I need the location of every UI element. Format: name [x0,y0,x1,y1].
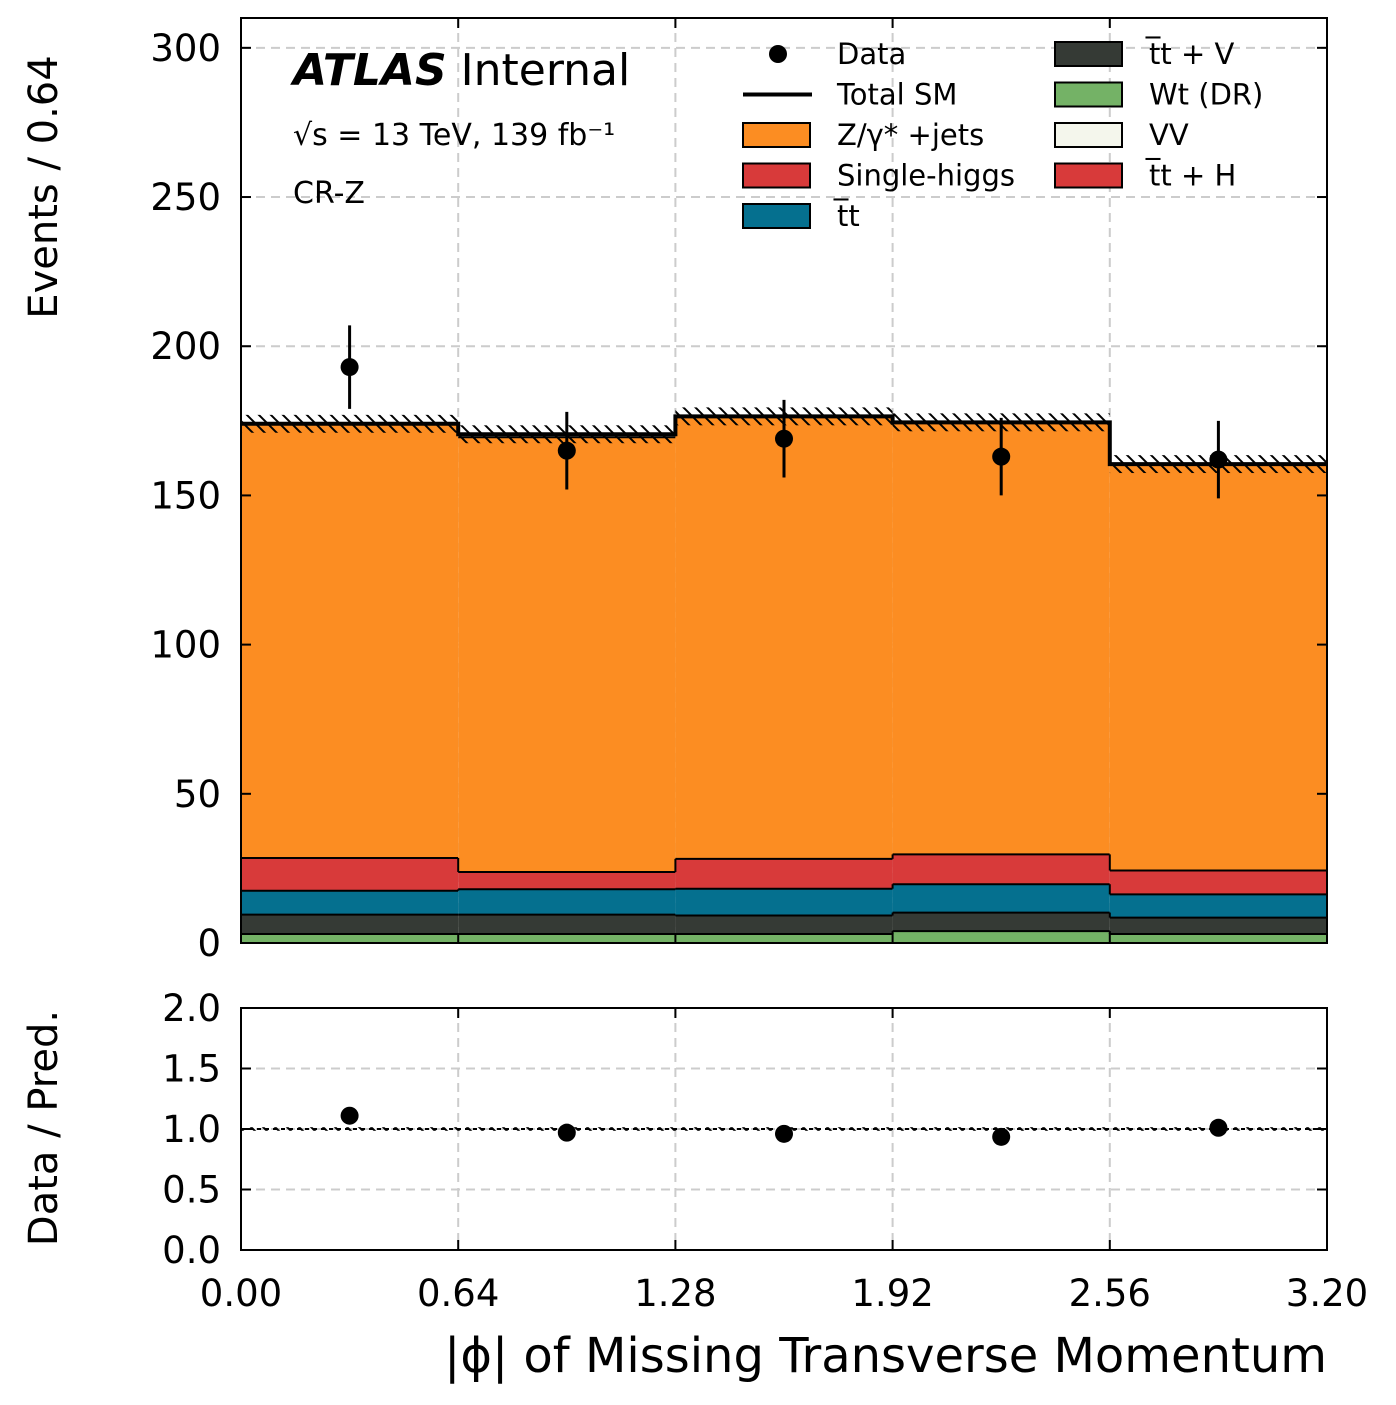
legend-label: t̅t + H [1145,158,1236,192]
x-tick-label: 0.64 [417,1272,499,1315]
y-tick-label: 250 [150,176,221,219]
legend-swatch [1054,162,1123,189]
wt-bar [241,934,459,943]
ttv-bar [241,914,459,935]
atlas-label: ATLAS Internal [290,45,630,96]
wt-bar [458,934,676,943]
y-tick-label: 200 [150,325,221,368]
x-tick-label: 0.00 [200,1272,282,1315]
ttv-bar [675,915,893,935]
y-tick-label: 100 [150,624,221,667]
ttv-bar [892,912,1110,932]
y-tick-label: 0.0 [162,1229,221,1272]
single-higgs-bar [458,871,676,890]
legend-label: Wt (DR) [1149,78,1263,112]
ratio-y-tick-labels: 0.0 0.5 1.0 1.5 2.0 [162,987,221,1272]
data-point [775,429,793,448]
legend-swatch [1054,41,1123,67]
region-label: CR-Z [293,176,365,211]
ratio-point [340,1106,359,1125]
legend-swatch [742,203,811,229]
atlas-brand: ATLAS [290,45,447,96]
y-tick-label: 50 [174,773,221,816]
zjets-bar [241,423,459,858]
atlas-status: Internal [461,45,631,96]
zjets-bar [1109,464,1327,871]
data-point [992,447,1011,466]
y-tick-label: 150 [150,474,221,517]
main-ticks [240,18,1328,944]
ttbar-bar [1109,894,1327,918]
ratio-point [557,1123,576,1142]
x-axis-label: |ϕ| of Missing Transverse Momentum [444,1328,1327,1384]
legend-data-marker [769,45,787,63]
zjets-bar [675,416,893,859]
data-point [557,441,576,460]
legend-swatch [1054,122,1123,148]
zjets-bar [458,437,676,872]
main-panel: 0 50 100 150 200 250 300 Events / 0.64 ATLAS In… [21,17,1328,965]
wt-bar [675,934,893,943]
y-tick-label: 0.5 [162,1169,221,1212]
ratio-points [340,1106,1228,1146]
legend-label: VV [1149,118,1189,152]
y-tick-label: 1.5 [162,1048,221,1091]
legend-label: t̅t + V [1145,37,1234,71]
legend-swatch [742,122,811,148]
main-y-axis-label: Events / 0.64 [21,55,67,318]
data-points [340,325,1228,499]
legend-label: Total SM [836,78,957,112]
wt-bar [1109,934,1327,943]
ratio-point [1209,1118,1228,1137]
data-point [1209,450,1228,469]
ratio-point [775,1124,793,1143]
ttbar-bar [675,888,893,916]
ttbar-bar [458,889,676,915]
y-tick-label: 1.0 [162,1108,221,1151]
x-tick-label: 1.92 [851,1272,933,1315]
x-tick-labels: 0.00 0.64 1.28 1.92 2.56 3.20 [200,1272,1368,1315]
data-point [340,358,359,377]
ttbar-bar [241,890,459,915]
x-tick-label: 3.20 [1286,1272,1368,1315]
ttv-bar [1109,917,1327,935]
ratio-y-axis-label: Data / Pred. [21,1010,67,1246]
single-higgs-bar [241,857,459,891]
stacked-histogram [240,415,1327,943]
legend-label: Single-higgs [837,159,1015,193]
x-tick-label: 1.28 [634,1272,716,1315]
y-tick-label: 300 [150,27,221,70]
main-y-tick-labels: 0 50 100 150 200 250 300 [150,27,221,965]
y-tick-label: 0 [197,922,221,965]
single-higgs-bar [1109,870,1327,895]
single-higgs-bar [892,854,1110,885]
ttbar-bar [892,884,1110,913]
x-tick-label: 2.56 [1069,1272,1151,1315]
legend-label: Z/γ* +jets [837,118,984,152]
ttv-bar [458,914,676,935]
ratio-panel: 0.0 0.5 1.0 1.5 2.0 0.00 0.64 1.28 1.92 2.56 3.20… [21,987,1368,1384]
legend-label: Data [837,37,906,71]
single-higgs-bar [675,858,893,889]
legend-swatch [742,162,811,189]
wt-bar [892,931,1110,943]
energy-lumi-label: √s = 13 TeV, 139 fb⁻¹ [293,118,615,153]
legend: Data Total SM Z/γ* +jets Single-higgs t̅t t̅t… [742,37,1263,233]
main-frame [240,17,1328,944]
ratio-point [992,1127,1011,1146]
ratio-ticks [240,1007,1328,1251]
legend-label: t̅t [833,199,860,233]
legend-swatch [1054,81,1123,108]
y-tick-label: 2.0 [162,987,221,1030]
